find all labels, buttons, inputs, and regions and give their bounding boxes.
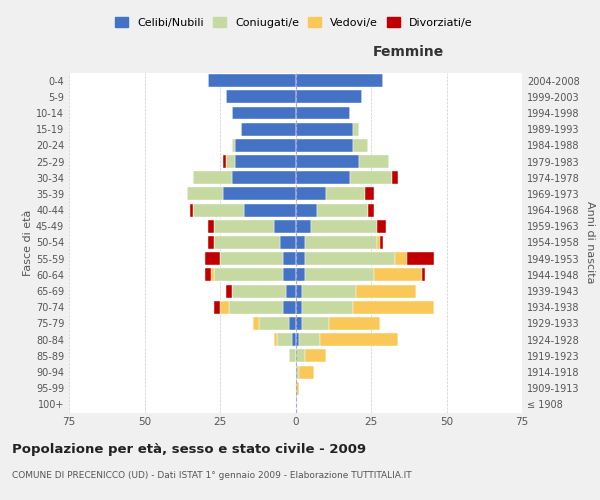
Bar <box>353 122 359 136</box>
Bar <box>368 204 374 216</box>
Bar <box>296 333 299 346</box>
Y-axis label: Anni di nascita: Anni di nascita <box>585 201 595 283</box>
Bar <box>305 268 374 281</box>
Bar <box>235 155 296 168</box>
Bar <box>365 188 374 200</box>
Bar <box>211 268 214 281</box>
Bar <box>296 268 305 281</box>
Bar <box>305 350 326 362</box>
Bar <box>259 317 289 330</box>
Bar <box>353 301 434 314</box>
Bar <box>296 317 302 330</box>
Bar <box>244 204 296 216</box>
Bar <box>299 366 314 378</box>
Bar <box>302 301 353 314</box>
Bar <box>283 252 296 265</box>
Bar <box>359 155 389 168</box>
Bar <box>296 106 350 120</box>
Bar <box>289 317 296 330</box>
Bar <box>232 139 235 152</box>
Bar <box>296 382 299 394</box>
Bar <box>223 188 296 200</box>
Bar <box>193 204 244 216</box>
Bar <box>193 172 232 184</box>
Bar <box>422 268 425 281</box>
Bar <box>353 139 368 152</box>
Text: Femmine: Femmine <box>373 45 445 59</box>
Bar <box>232 284 286 298</box>
Bar <box>190 204 193 216</box>
Bar <box>214 268 283 281</box>
Bar <box>377 236 380 249</box>
Bar <box>320 333 398 346</box>
Bar <box>305 236 377 249</box>
Bar <box>311 220 377 233</box>
Bar <box>296 172 350 184</box>
Bar <box>296 122 353 136</box>
Bar <box>235 139 296 152</box>
Bar <box>232 106 296 120</box>
Bar <box>296 188 326 200</box>
Bar <box>226 284 232 298</box>
Legend: Celibi/Nubili, Coniugati/e, Vedovi/e, Divorziati/e: Celibi/Nubili, Coniugati/e, Vedovi/e, Di… <box>111 13 477 32</box>
Bar <box>296 236 305 249</box>
Bar <box>299 333 320 346</box>
Bar <box>289 350 296 362</box>
Bar <box>253 317 259 330</box>
Bar <box>280 236 296 249</box>
Bar <box>377 220 386 233</box>
Bar <box>302 284 356 298</box>
Bar <box>220 301 229 314</box>
Text: Popolazione per età, sesso e stato civile - 2009: Popolazione per età, sesso e stato civil… <box>12 442 366 456</box>
Bar <box>350 172 392 184</box>
Bar <box>286 284 296 298</box>
Bar <box>296 220 311 233</box>
Bar <box>296 204 317 216</box>
Bar <box>229 301 283 314</box>
Bar <box>407 252 434 265</box>
Bar <box>392 172 398 184</box>
Bar <box>302 317 329 330</box>
Bar <box>296 90 362 104</box>
Bar <box>226 155 235 168</box>
Bar <box>296 301 302 314</box>
Bar <box>205 252 220 265</box>
Bar <box>208 74 296 87</box>
Bar <box>214 220 274 233</box>
Bar <box>232 172 296 184</box>
Bar <box>329 317 380 330</box>
Bar <box>296 139 353 152</box>
Bar <box>241 122 296 136</box>
Bar <box>296 252 305 265</box>
Y-axis label: Fasce di età: Fasce di età <box>23 210 33 276</box>
Bar <box>292 333 296 346</box>
Bar <box>356 284 416 298</box>
Bar <box>296 350 305 362</box>
Bar <box>283 268 296 281</box>
Bar <box>208 220 214 233</box>
Bar <box>226 90 296 104</box>
Bar <box>296 155 359 168</box>
Bar <box>380 236 383 249</box>
Bar <box>187 188 223 200</box>
Bar <box>277 333 292 346</box>
Bar <box>326 188 365 200</box>
Bar <box>223 155 226 168</box>
Bar <box>274 333 277 346</box>
Bar <box>274 220 296 233</box>
Bar <box>214 236 280 249</box>
Bar <box>296 284 302 298</box>
Bar <box>214 301 220 314</box>
Bar <box>208 236 214 249</box>
Bar <box>305 252 395 265</box>
Text: COMUNE DI PRECENICCO (UD) - Dati ISTAT 1° gennaio 2009 - Elaborazione TUTTITALIA: COMUNE DI PRECENICCO (UD) - Dati ISTAT 1… <box>12 471 412 480</box>
Bar <box>205 268 211 281</box>
Bar <box>296 74 383 87</box>
Bar <box>374 268 422 281</box>
Bar <box>296 366 299 378</box>
Bar <box>317 204 368 216</box>
Bar <box>283 301 296 314</box>
Bar <box>395 252 407 265</box>
Bar <box>220 252 283 265</box>
